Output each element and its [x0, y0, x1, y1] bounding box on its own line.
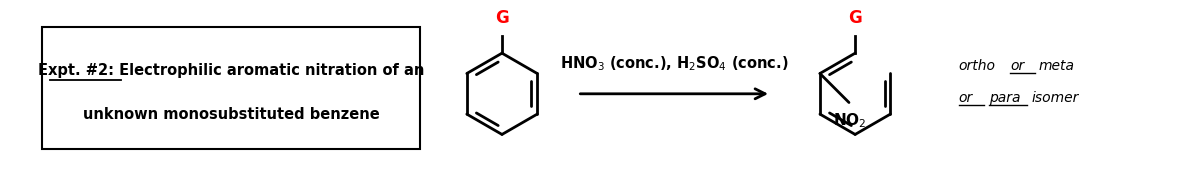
Text: or: or [1010, 59, 1024, 73]
Text: ortho: ortho [959, 59, 996, 73]
Text: unknown monosubstituted benzene: unknown monosubstituted benzene [83, 107, 379, 122]
Text: G: G [496, 9, 509, 27]
Text: or: or [959, 91, 973, 105]
Text: Expt. #2: Electrophilic aromatic nitration of an: Expt. #2: Electrophilic aromatic nitrati… [38, 63, 425, 78]
Text: G: G [848, 9, 862, 27]
Text: NO$_2$: NO$_2$ [833, 111, 866, 130]
Text: meta: meta [1039, 59, 1075, 73]
Text: isomer: isomer [1031, 91, 1079, 105]
FancyBboxPatch shape [42, 27, 420, 149]
Text: para: para [989, 91, 1020, 105]
Text: HNO$_3$ (conc.), H$_2$SO$_4$ (conc.): HNO$_3$ (conc.), H$_2$SO$_4$ (conc.) [560, 54, 788, 73]
